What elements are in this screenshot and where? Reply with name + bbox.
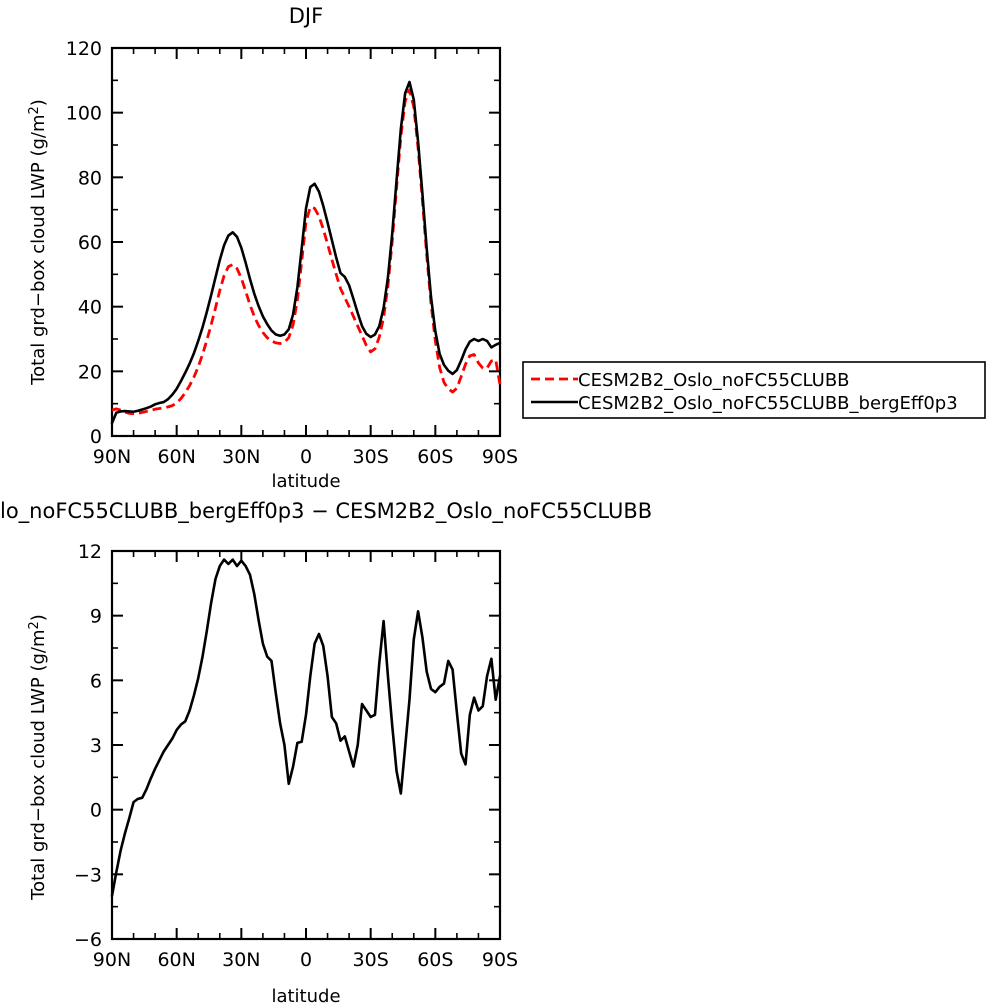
x-tick-label: 60S [417, 446, 453, 468]
legend-label-1: CESM2B2_Oslo_noFC55CLUBB_bergEff0p3 [578, 393, 958, 414]
series-line-CESM2B2_Oslo_noFC55CLUBB_bergEff0p3 [110, 80, 502, 425]
y-tick-label: 40 [78, 297, 102, 319]
x-tick-label: 30S [353, 446, 389, 468]
ylabel-main-2: Total grd−box cloud LWP (g/m [28, 630, 49, 901]
x-tick-label: 30N [222, 446, 260, 468]
x-tick-label: 60S [417, 949, 453, 971]
x-tick-label: 0 [300, 949, 312, 971]
y-tick-label: 20 [78, 361, 102, 383]
series-line-difference [110, 558, 502, 898]
x-tick-label: 90N [93, 949, 131, 971]
panel-top-ticks [111, 47, 501, 437]
x-tick-label: 30S [353, 949, 389, 971]
y-tick-label: 0 [90, 426, 102, 448]
y-tick-label: 12 [78, 541, 102, 563]
panel-bottom: lo_noFC55CLUBB_bergEff0p3 − CESM2B2_Oslo… [0, 499, 652, 1007]
y-tick-label: 0 [90, 800, 102, 822]
x-tick-label: 90S [482, 949, 518, 971]
y-tick-label: 80 [78, 167, 102, 189]
panel-bottom-tick-labels: 90N 60N 30N 0 30S 60S 90S −6 −3 0 3 6 9 12 [74, 541, 518, 971]
y-tick-label: −3 [74, 864, 102, 886]
panel-bottom-xlabel: latitude [271, 986, 340, 1007]
x-tick-label: 90S [482, 446, 518, 468]
panel-bottom-ylabel: Total grd−box cloud LWP (g/m2) [27, 614, 49, 901]
x-tick-label: 0 [300, 446, 312, 468]
x-tick-label: 60N [157, 949, 195, 971]
legend: CESM2B2_Oslo_noFC55CLUBB CESM2B2_Oslo_no… [522, 361, 986, 419]
y-tick-label: 120 [66, 38, 102, 60]
x-tick-label: 30N [222, 949, 260, 971]
y-tick-label: −6 [74, 929, 102, 951]
panel-bottom-title: lo_noFC55CLUBB_bergEff0p3 − CESM2B2_Oslo… [0, 499, 652, 524]
ylabel-main: Total grd−box cloud LWP (g/m [28, 115, 49, 386]
legend-label-0: CESM2B2_Oslo_noFC55CLUBB [578, 370, 850, 391]
y-tick-label: 3 [90, 735, 102, 757]
y-tick-label: 9 [90, 606, 102, 628]
x-tick-label: 90N [93, 446, 131, 468]
y-tick-label: 6 [90, 670, 102, 692]
legend-box [522, 361, 986, 419]
x-tick-label: 60N [157, 446, 195, 468]
panel-top-tick-labels: 90N 60N 30N 0 30S 60S 90S 0 20 40 60 80 100 120 [66, 38, 518, 468]
panel-top-title: DJF [289, 4, 323, 28]
panel-top-xlabel: latitude [271, 471, 340, 492]
y-tick-label: 100 [66, 103, 102, 125]
y-tick-label: 60 [78, 232, 102, 254]
panel-top: DJF Total grd−box cloud LWP (g/m2) latit… [27, 4, 518, 492]
series-line-CESM2B2_Oslo_noFC55CLUBB [111, 88, 502, 416]
panel-top-ylabel: Total grd−box cloud LWP (g/m2) [27, 99, 49, 386]
